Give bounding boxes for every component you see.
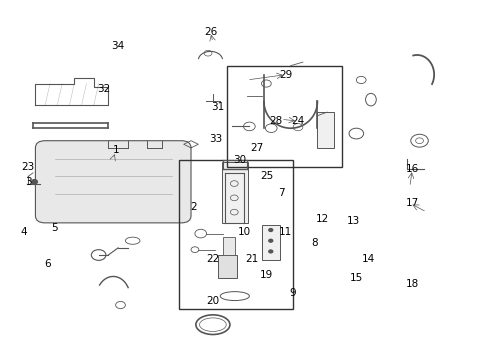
Text: 24: 24 (291, 116, 304, 126)
Text: 28: 28 (269, 116, 282, 126)
Bar (317, 112, 334, 148)
Bar (221, 162, 248, 223)
Text: 1: 1 (112, 145, 119, 155)
Text: 3: 3 (25, 177, 31, 187)
FancyBboxPatch shape (35, 141, 191, 223)
Text: 19: 19 (259, 270, 272, 280)
Text: 34: 34 (111, 41, 124, 51)
Text: 33: 33 (208, 134, 222, 144)
Text: 21: 21 (244, 253, 258, 264)
Text: 29: 29 (279, 69, 292, 80)
Text: 31: 31 (211, 102, 224, 112)
Text: 9: 9 (289, 288, 296, 297)
Text: 27: 27 (249, 143, 263, 153)
Text: 25: 25 (259, 171, 272, 181)
Bar (227, 66, 341, 167)
Text: 20: 20 (206, 296, 219, 306)
Text: 11: 11 (279, 227, 292, 237)
Text: 18: 18 (405, 279, 418, 289)
Circle shape (31, 180, 37, 184)
Text: 12: 12 (315, 214, 328, 224)
Text: 13: 13 (346, 216, 360, 226)
Text: 23: 23 (21, 162, 35, 172)
Bar (222, 237, 234, 255)
Text: 15: 15 (349, 273, 362, 283)
Text: 17: 17 (405, 198, 418, 208)
Text: 6: 6 (44, 259, 51, 269)
Circle shape (268, 250, 272, 253)
Text: 8: 8 (311, 238, 318, 248)
Text: 2: 2 (190, 202, 196, 212)
Text: 22: 22 (206, 253, 219, 264)
Bar (261, 225, 280, 260)
Circle shape (268, 239, 272, 242)
Circle shape (268, 229, 272, 231)
Text: 5: 5 (51, 223, 58, 233)
Text: 32: 32 (97, 84, 110, 94)
Text: 10: 10 (238, 227, 250, 237)
Text: 4: 4 (20, 227, 26, 237)
Bar (179, 160, 292, 309)
Text: 16: 16 (405, 164, 418, 174)
Text: 26: 26 (203, 27, 217, 37)
Bar (217, 255, 237, 278)
Text: 14: 14 (361, 253, 374, 264)
Text: 30: 30 (233, 156, 245, 165)
Text: 7: 7 (277, 188, 284, 198)
